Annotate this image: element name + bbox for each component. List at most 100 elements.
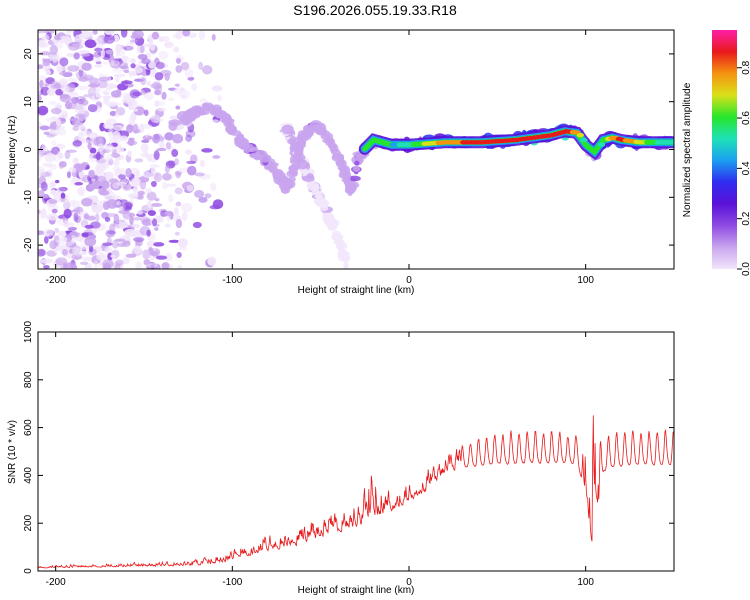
noise-blob bbox=[81, 232, 89, 238]
noise-blob bbox=[158, 141, 165, 149]
noise-blob bbox=[158, 36, 164, 42]
noise-blob bbox=[59, 94, 70, 99]
branch-blob bbox=[301, 175, 315, 182]
noise-blob bbox=[128, 212, 136, 218]
spectrogram-xtick-label: 100 bbox=[577, 275, 594, 286]
branch-blob bbox=[321, 130, 331, 139]
noise-blob bbox=[51, 146, 59, 155]
noise-blob bbox=[146, 263, 159, 268]
branch-blob bbox=[294, 150, 302, 155]
branch-blob bbox=[322, 212, 334, 218]
noise-blob bbox=[73, 52, 80, 60]
noise-blob bbox=[139, 179, 147, 190]
noise-blob bbox=[68, 91, 79, 98]
noise-blob bbox=[146, 81, 152, 87]
noise-blob bbox=[108, 127, 114, 138]
noise-blob bbox=[113, 73, 126, 78]
noise-blob bbox=[152, 218, 158, 227]
noise-blob bbox=[161, 91, 167, 100]
noise-blob bbox=[154, 100, 160, 107]
noise-blob bbox=[134, 158, 144, 163]
branch-blob bbox=[338, 171, 352, 180]
noise-blob bbox=[66, 253, 76, 259]
branch-blob bbox=[321, 204, 328, 209]
noise-blob bbox=[151, 251, 159, 257]
noise-blob bbox=[50, 140, 57, 146]
noise-blob bbox=[119, 65, 129, 69]
branch-blob bbox=[211, 104, 222, 113]
noise-blob bbox=[57, 230, 67, 238]
noise-blob bbox=[48, 101, 57, 106]
branch-blob bbox=[307, 128, 314, 136]
noise-blob bbox=[80, 139, 91, 144]
ridge-hot bbox=[668, 140, 674, 145]
branch-blob bbox=[314, 193, 325, 200]
noise-blob bbox=[111, 94, 121, 98]
branch-blob bbox=[289, 155, 303, 164]
spectrogram-xtick-label: -100 bbox=[222, 275, 242, 286]
noise-blob bbox=[72, 247, 79, 255]
noise-blob bbox=[57, 151, 62, 159]
noise-blob bbox=[120, 30, 128, 38]
noise-blob bbox=[95, 212, 100, 223]
noise-blob bbox=[147, 200, 152, 209]
noise-blob bbox=[122, 92, 131, 101]
noise-blob bbox=[118, 219, 128, 229]
noise-blob bbox=[99, 190, 110, 196]
noise-blob bbox=[202, 65, 213, 75]
branch-blob bbox=[339, 250, 347, 256]
spectrogram-ytick-label: 20 bbox=[23, 48, 34, 60]
noise-blob bbox=[191, 83, 198, 91]
noise-blob bbox=[175, 218, 183, 229]
noise-blob bbox=[103, 154, 114, 162]
noise-blob bbox=[207, 256, 217, 266]
noise-blob bbox=[198, 30, 206, 41]
noise-blob bbox=[174, 187, 183, 195]
noise-blob bbox=[147, 188, 152, 193]
branch-blob bbox=[327, 222, 338, 230]
branch-blob bbox=[259, 155, 271, 163]
noise-blob bbox=[181, 94, 187, 100]
noise-blob bbox=[95, 89, 100, 96]
noise-blob bbox=[119, 178, 129, 185]
noise-blob bbox=[181, 211, 188, 221]
noise-blob bbox=[102, 201, 110, 211]
noise-blob bbox=[148, 36, 154, 46]
noise-blob bbox=[165, 183, 177, 187]
noise-blob bbox=[126, 124, 134, 133]
noise-blob bbox=[73, 212, 79, 222]
noise-blob bbox=[194, 189, 205, 198]
noise-blob bbox=[97, 143, 105, 152]
snr-line bbox=[38, 415, 674, 569]
noise-blob bbox=[121, 55, 128, 62]
noise-blob bbox=[150, 167, 156, 174]
noise-blob bbox=[91, 178, 96, 182]
noise-blob bbox=[123, 45, 134, 51]
noise-blob bbox=[177, 238, 188, 248]
noise-blob bbox=[201, 148, 213, 153]
noise-blob bbox=[89, 147, 97, 154]
noise-blob bbox=[67, 42, 80, 51]
noise-blob bbox=[210, 182, 217, 192]
noise-blob bbox=[175, 105, 181, 110]
noise-blob bbox=[130, 100, 139, 106]
noise-blob bbox=[154, 172, 162, 183]
noise-blob bbox=[49, 240, 58, 250]
noise-blob bbox=[152, 133, 161, 144]
noise-blob bbox=[158, 136, 165, 142]
spectrogram-xtick-label: 0 bbox=[406, 275, 412, 286]
noise-blob bbox=[69, 231, 77, 236]
noise-blob bbox=[46, 216, 51, 220]
noise-blob bbox=[54, 227, 59, 234]
noise-blob bbox=[77, 85, 89, 91]
noise-blob bbox=[84, 236, 97, 247]
noise-blob bbox=[178, 246, 188, 251]
branch-blob bbox=[289, 135, 296, 146]
noise-blob bbox=[174, 158, 180, 166]
noise-blob bbox=[125, 41, 135, 52]
noise-blob bbox=[40, 258, 53, 264]
branch-blob bbox=[286, 170, 298, 178]
